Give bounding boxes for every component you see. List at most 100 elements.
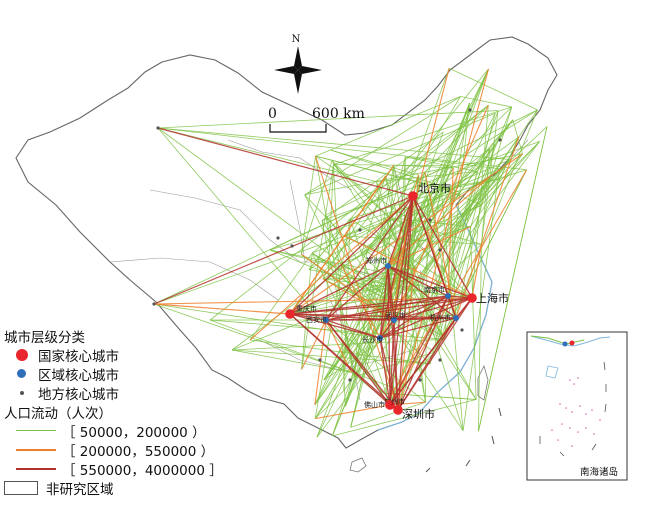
flow-mid-line-icon [16, 448, 56, 451]
flow-low [512, 119, 523, 155]
flow-low [311, 252, 384, 295]
flow-high [325, 195, 414, 321]
regional-core-city [391, 317, 397, 323]
flow-low [393, 175, 491, 321]
flow-mid [314, 319, 327, 405]
flow-high [325, 319, 391, 406]
local-core-city [468, 108, 472, 112]
label-guangzhou: 广州市 [384, 397, 405, 406]
flow-high [289, 313, 391, 406]
local-core-city [428, 218, 432, 222]
national-core-city [393, 405, 403, 415]
flow-low [209, 104, 489, 321]
flow-low [323, 309, 380, 381]
flow-high [289, 313, 327, 321]
flow-low [157, 110, 499, 129]
label-wuhan: 武汉市 [385, 311, 406, 320]
south-china-sea-inset: 南海诸岛 [526, 331, 628, 481]
flow-mid [389, 169, 528, 406]
label-beijing: 北京市 [418, 181, 451, 195]
legend-hierarchy-title: 城市层级分类 [4, 329, 85, 346]
local-core-city [418, 378, 422, 382]
flow-low [361, 106, 513, 254]
flow-low [389, 156, 406, 219]
flow-mid [249, 195, 414, 341]
flow-mid [289, 153, 523, 315]
legend-flow-2: ［ 200000，550000 ） [4, 440, 234, 460]
flow-high [397, 317, 457, 411]
flow-high [387, 265, 473, 299]
flow-low [333, 164, 346, 407]
flow-high [379, 319, 395, 339]
flow-high [289, 295, 449, 315]
local-core-city [438, 358, 442, 362]
legend-local: 地方核心城市 [4, 383, 234, 403]
flow-low [460, 96, 512, 108]
flow-low [343, 159, 511, 392]
flow-high [387, 265, 395, 321]
legend-flow-1: ［ 50000，200000 ） [4, 421, 234, 441]
flow-mid [301, 319, 327, 370]
flow-high [379, 195, 414, 339]
flow-low [249, 252, 313, 341]
flow-high [412, 195, 473, 299]
flow-low [478, 126, 548, 432]
flow-mid [397, 68, 489, 411]
flow-high [325, 297, 473, 321]
flow-low [462, 168, 500, 431]
flow-low [349, 218, 473, 299]
local-core-city [156, 126, 160, 130]
flow-low [300, 156, 316, 255]
label-hangzhou: 杭州市 [430, 313, 451, 322]
national-core-city [467, 293, 477, 303]
national-core-city [285, 309, 295, 319]
flow-low [321, 140, 540, 222]
flow-low [433, 169, 527, 353]
national-core-city [385, 400, 395, 410]
legend-regional: 区域核心城市 [4, 364, 234, 384]
flow-low [331, 265, 389, 436]
flow-low [478, 244, 482, 432]
flow-low [314, 390, 344, 419]
flow-low [289, 68, 489, 315]
flow-high [289, 265, 389, 315]
flow-high [325, 265, 389, 321]
taiwan-island [477, 364, 489, 401]
flow-mid [325, 319, 352, 373]
national-dot-icon [16, 348, 28, 361]
flow-low [379, 243, 482, 339]
flow-low [361, 253, 386, 278]
flow-low [441, 106, 513, 336]
flow-high [447, 295, 457, 319]
flow-high [325, 295, 449, 321]
legend-flow-title: 人口流动（人次） [4, 405, 112, 422]
local-core-city [498, 138, 502, 142]
hainan-island [349, 457, 367, 473]
label-shanghai: 上海市 [476, 291, 509, 305]
flow-mid [471, 244, 483, 299]
flow-low [315, 96, 461, 157]
local-core-city [460, 328, 464, 332]
flow-high [387, 265, 457, 319]
flow-low [469, 226, 477, 400]
flow-low [385, 126, 548, 278]
north-arrow: N [274, 34, 322, 94]
flow-high [389, 195, 414, 406]
flow-low [389, 106, 513, 406]
flow-mid [315, 404, 391, 420]
flow-high [397, 195, 414, 411]
scale-zero: 0 [268, 106, 277, 122]
flow-high-line-icon [16, 467, 56, 470]
flow-high [379, 295, 449, 339]
legend-non-study: 非研究区域 [4, 478, 234, 498]
flow-low [322, 175, 491, 280]
flow-low [410, 113, 496, 279]
regional-core-city [445, 293, 451, 299]
regional-dot-icon [17, 369, 26, 378]
flow-high [397, 295, 449, 411]
flow-low [323, 144, 496, 381]
flow-high [289, 195, 414, 315]
islands-dots [551, 377, 601, 447]
flow-mid [393, 105, 489, 321]
